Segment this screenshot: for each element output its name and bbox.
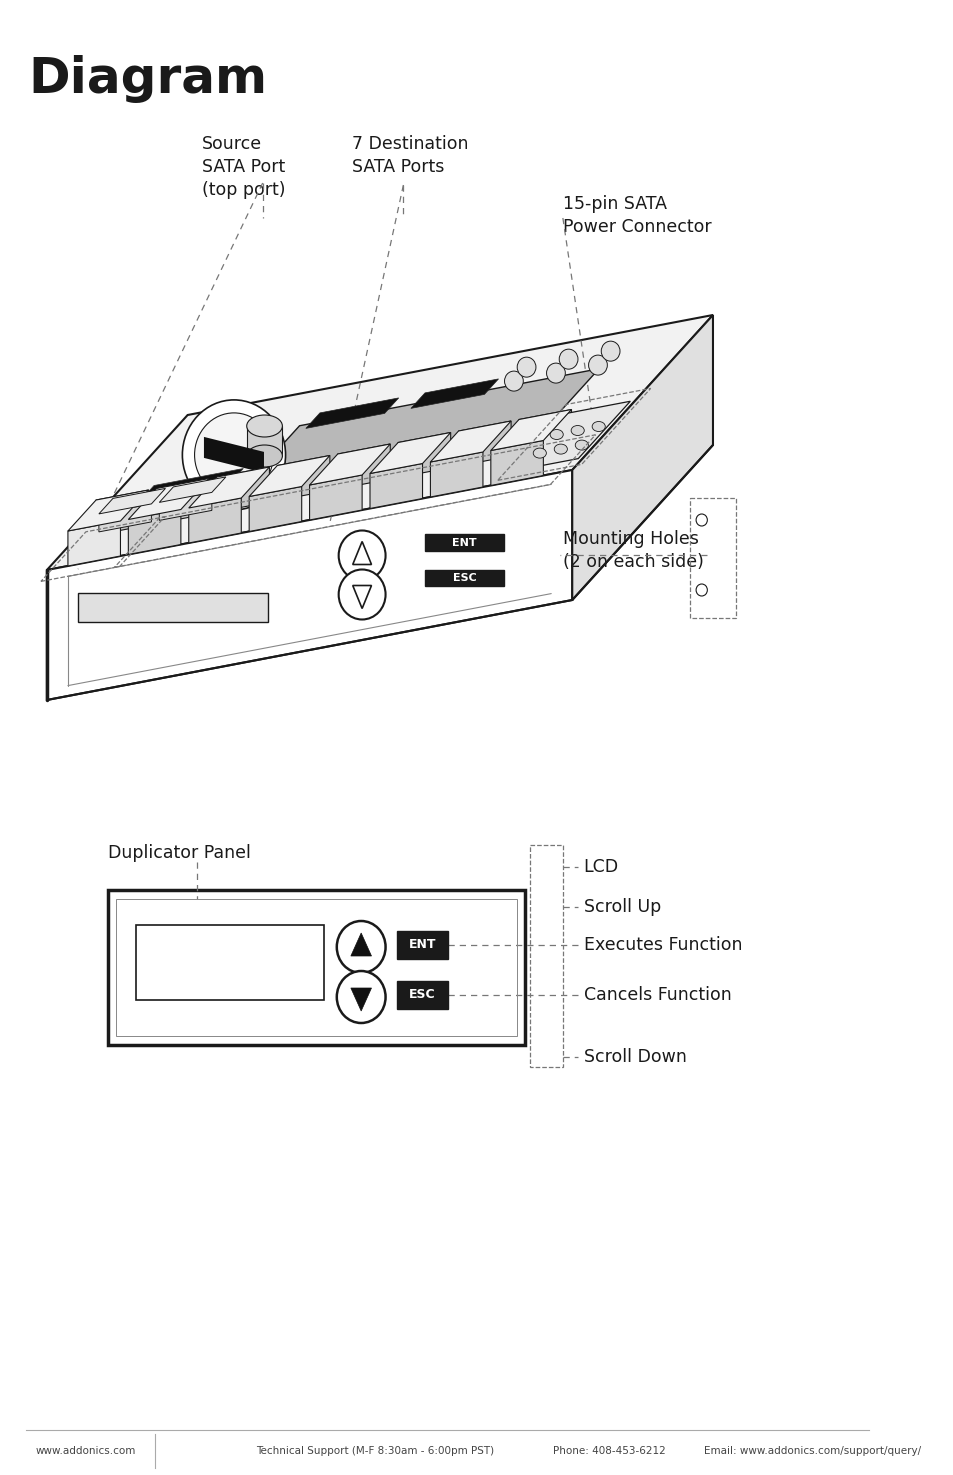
Circle shape (336, 920, 385, 974)
Text: ENT: ENT (409, 938, 436, 951)
Polygon shape (129, 509, 181, 555)
Polygon shape (411, 379, 498, 409)
Polygon shape (370, 432, 450, 473)
Circle shape (696, 513, 706, 527)
Text: Scroll Down: Scroll Down (583, 1049, 685, 1066)
Text: Technical Support (M-F 8:30am - 6:00pm PST): Technical Support (M-F 8:30am - 6:00pm P… (256, 1446, 494, 1456)
Bar (247, 426, 282, 456)
Circle shape (338, 531, 385, 581)
Polygon shape (572, 316, 712, 600)
Text: ESC: ESC (409, 988, 436, 1002)
Ellipse shape (247, 414, 282, 437)
Circle shape (504, 372, 523, 391)
Polygon shape (96, 490, 149, 535)
Polygon shape (249, 456, 330, 497)
Circle shape (517, 357, 536, 378)
Text: LCD: LCD (583, 858, 618, 876)
Polygon shape (159, 476, 226, 503)
Bar (136, 925, 323, 1000)
Text: www.addonics.com: www.addonics.com (35, 1446, 136, 1456)
Polygon shape (68, 490, 149, 531)
Text: ESC: ESC (453, 572, 476, 583)
Circle shape (558, 350, 578, 369)
Polygon shape (370, 463, 422, 509)
Ellipse shape (533, 448, 546, 459)
Polygon shape (397, 432, 450, 478)
Polygon shape (458, 420, 511, 466)
Polygon shape (229, 369, 598, 503)
Circle shape (588, 355, 607, 375)
Text: Scroll Up: Scroll Up (583, 898, 660, 916)
Circle shape (338, 569, 385, 620)
Circle shape (182, 400, 285, 510)
Bar (108, 889, 525, 1044)
Polygon shape (47, 471, 572, 701)
Text: Cancels Function: Cancels Function (583, 985, 731, 1004)
Polygon shape (189, 468, 269, 507)
Polygon shape (306, 398, 398, 428)
Polygon shape (277, 456, 330, 500)
Ellipse shape (571, 425, 583, 435)
Polygon shape (518, 410, 571, 454)
Polygon shape (156, 478, 209, 524)
Text: Duplicator Panel: Duplicator Panel (108, 844, 251, 861)
Text: Email: www.addonics.com/support/query/: Email: www.addonics.com/support/query/ (703, 1446, 920, 1456)
Ellipse shape (592, 422, 604, 432)
Polygon shape (430, 420, 511, 462)
Polygon shape (249, 487, 301, 531)
Bar (425, 569, 503, 586)
Text: 7 Destination
SATA Ports: 7 Destination SATA Ports (352, 136, 468, 176)
Circle shape (600, 341, 619, 361)
Polygon shape (515, 401, 630, 471)
Polygon shape (351, 988, 371, 1010)
Text: Diagram: Diagram (29, 55, 267, 103)
Text: Mounting Holes
(2 on each side): Mounting Holes (2 on each side) (562, 530, 703, 571)
Ellipse shape (575, 440, 588, 450)
Polygon shape (99, 488, 165, 513)
Polygon shape (490, 410, 571, 450)
Ellipse shape (247, 445, 282, 468)
Polygon shape (129, 478, 209, 519)
Text: Source
SATA Port
(top port): Source SATA Port (top port) (201, 136, 285, 199)
Circle shape (194, 413, 274, 497)
Bar (530, 845, 562, 1066)
Polygon shape (216, 468, 269, 512)
Circle shape (696, 584, 706, 596)
Circle shape (546, 363, 565, 384)
Circle shape (336, 971, 385, 1024)
Text: 15-pin SATA
Power Connector: 15-pin SATA Power Connector (562, 195, 711, 236)
Polygon shape (430, 451, 482, 497)
Polygon shape (351, 934, 371, 956)
Polygon shape (310, 444, 390, 485)
Polygon shape (490, 441, 543, 485)
Polygon shape (159, 493, 212, 521)
Polygon shape (189, 499, 241, 543)
Bar (396, 981, 448, 1009)
Polygon shape (337, 444, 390, 490)
Bar (689, 499, 736, 618)
Polygon shape (310, 475, 362, 521)
Text: Executes Function: Executes Function (583, 937, 741, 954)
Ellipse shape (550, 429, 562, 440)
Bar (116, 898, 517, 1035)
Text: Phone: 408-453-6212: Phone: 408-453-6212 (553, 1446, 665, 1456)
Polygon shape (78, 593, 267, 621)
Bar (425, 534, 503, 550)
Polygon shape (47, 316, 712, 569)
Polygon shape (129, 469, 243, 513)
Polygon shape (68, 521, 120, 566)
Polygon shape (204, 437, 264, 473)
Polygon shape (99, 504, 152, 532)
Ellipse shape (554, 444, 567, 454)
Bar (396, 931, 448, 959)
Text: ENT: ENT (452, 537, 476, 547)
